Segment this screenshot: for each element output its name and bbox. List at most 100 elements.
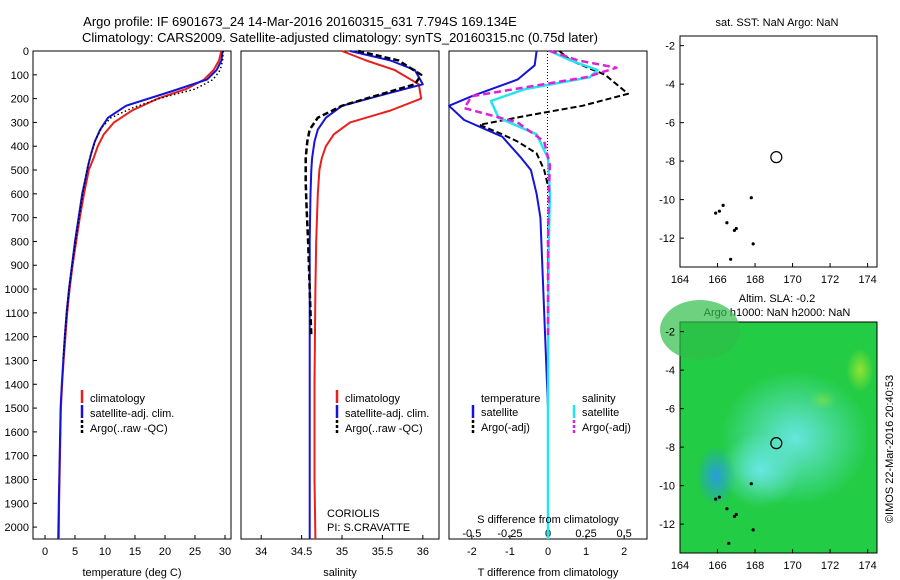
sst-map-frame [679,35,878,268]
x-tick-label: 35 [336,546,348,558]
temperature-series [57,50,224,540]
map-y-tick-label: -10 [659,195,675,207]
x-tick-label: 34.5 [291,546,312,558]
island-mark [725,507,729,511]
salinity-axes-frame [240,50,440,540]
sla-patch [846,348,874,392]
map-y-tick-label: -4 [665,79,675,91]
island-mark [749,482,753,486]
legend-title-temperature: temperature [481,393,540,405]
profile-location-marker [770,437,783,450]
map-x-tick-label: 174 [858,274,876,286]
island-mark [721,203,725,207]
depth-tick-label: 900 [11,260,29,272]
legend-label-climatology: climatology [90,393,146,405]
sst-map-panel: sat. SST: NaN Argo: NaN 164 166 168 170 172 1… [659,17,878,286]
map-y-tick-label: -10 [659,481,675,493]
series-line-climatology [313,50,423,540]
difference-x-ticks: -2 -1 0 1 2-0.5 -0.25 0 0.25 0.5 [462,528,631,558]
sst-map-land [714,196,755,261]
depth-tick-label: 400 [11,141,29,153]
salinity-difference-label: S difference from climatology [477,514,619,526]
island-mark [749,196,753,200]
data-centre-annotation: CORIOLIS [327,508,380,520]
difference-series [448,49,629,539]
depth-tick-label: 0 [23,46,29,58]
depth-tick-label: 500 [11,165,29,177]
altimetry-map-title-line2: Argo h1000: NaN h2000: NaN [704,307,851,319]
chart-title-line1: Argo profile: IF 6901673_24 14-Mar-2016 … [83,14,517,29]
map-y-tick-label: -8 [665,442,675,454]
island-mark [734,512,738,517]
x-tick-label: 20 [159,546,171,558]
temperature-axes-frame [32,50,232,540]
map-y-tick-label: -12 [659,519,675,531]
imos-watermark: ©IMOS 22-Mar-2016 20:40:53 [884,375,896,523]
depth-tick-label: 2000 [5,522,29,534]
island-mark [751,242,755,246]
depth-tick-label: 1100 [5,308,29,320]
sla-patch [720,432,800,508]
depth-tick-label: 1800 [5,474,29,486]
depth-tick-label: 200 [11,94,29,106]
x-tick-label: 30 [219,546,231,558]
legend-label-satellite: satellite-adj. clim. [345,408,429,420]
sla-patch [660,300,740,360]
x-tick-label: 0 [545,546,551,558]
series-line-salinity-argo-adj- [462,49,618,337]
island-mark [714,211,718,215]
salinity-x-ticks: 34 34.5 35 35.5 36 [255,535,429,558]
series-line-temperature-satellite [448,50,549,539]
depth-tick-label: 300 [11,117,29,129]
map-x-tick-label: 166 [708,560,726,572]
island-mark [717,209,722,213]
island-mark [729,257,733,261]
map-x-tick-label: 168 [746,274,764,286]
altimetry-map-land [714,482,755,545]
legend-label-argo: Argo(..raw -QC) [345,423,423,435]
map-y-tick-label: -6 [665,118,675,130]
series-line-argo-raw-qc- [62,50,224,361]
map-x-tick-label: 166 [708,274,726,286]
legend-label-temp-argo: Argo(-adj) [481,422,530,434]
chart-title-line2: Climatology: CARS2009. Satellite-adjuste… [82,30,598,45]
legend-title-salinity: salinity [582,393,616,405]
map-x-tick-label: 174 [858,560,876,572]
series-line-salinity-satellite [489,49,599,539]
series-line-satellite-adj-clim- [308,50,424,539]
legend-label-satellite: satellite-adj. clim. [90,408,174,420]
map-y-tick-label: -2 [665,41,675,53]
legend-label-climatology: climatology [345,393,401,405]
x-tick-label: 1 [583,546,589,558]
difference-legend: temperature salinity satellite Argo(-adj… [471,393,631,434]
map-y-tick-label: -12 [659,233,675,245]
depth-tick-label: 1200 [5,332,29,344]
salinity-tick-label: 0.5 [617,528,632,540]
depth-tick-labels: 0 100 200 300 400 500 600 700 800 900 1000 1100 1200… [5,46,37,534]
salinity-tick-label: -0.25 [497,528,522,540]
x-tick-label: 35.5 [372,546,393,558]
x-tick-label: 34 [255,546,267,558]
island-mark [734,226,738,231]
depth-tick-label: 1000 [5,284,29,296]
map-y-tick-label: -4 [665,365,675,377]
island-mark [725,221,729,225]
series-line-climatology [57,50,223,540]
salinity-x-label: salinity [323,567,357,579]
pi-annotation: PI: S.CRAVATTE [327,522,410,534]
temperature-difference-label: T difference from climatology [478,567,619,579]
map-x-tick-label: 172 [821,274,839,286]
salinity-series [304,49,424,540]
salinity-tick-label: -0.5 [462,528,481,540]
difference-panel: -2 -1 0 1 2-0.5 -0.25 0 0.25 0.5 S difference fr… [448,49,648,579]
depth-tick-label: 1600 [5,427,29,439]
depth-tick-label: 700 [11,213,29,225]
x-tick-label: 36 [417,546,429,558]
island-mark [751,528,755,532]
x-tick-label: 2 [621,546,627,558]
salinity-legend: climatology satellite-adj. clim. Argo(..… [335,390,429,435]
legend-label-argo: Argo(..raw -QC) [90,423,168,435]
temperature-x-ticks: 0 5 10 15 20 25 30 [42,535,231,558]
legend-label-sal-satellite: satellite [582,407,619,419]
legend-label-temp-satellite: satellite [481,407,518,419]
